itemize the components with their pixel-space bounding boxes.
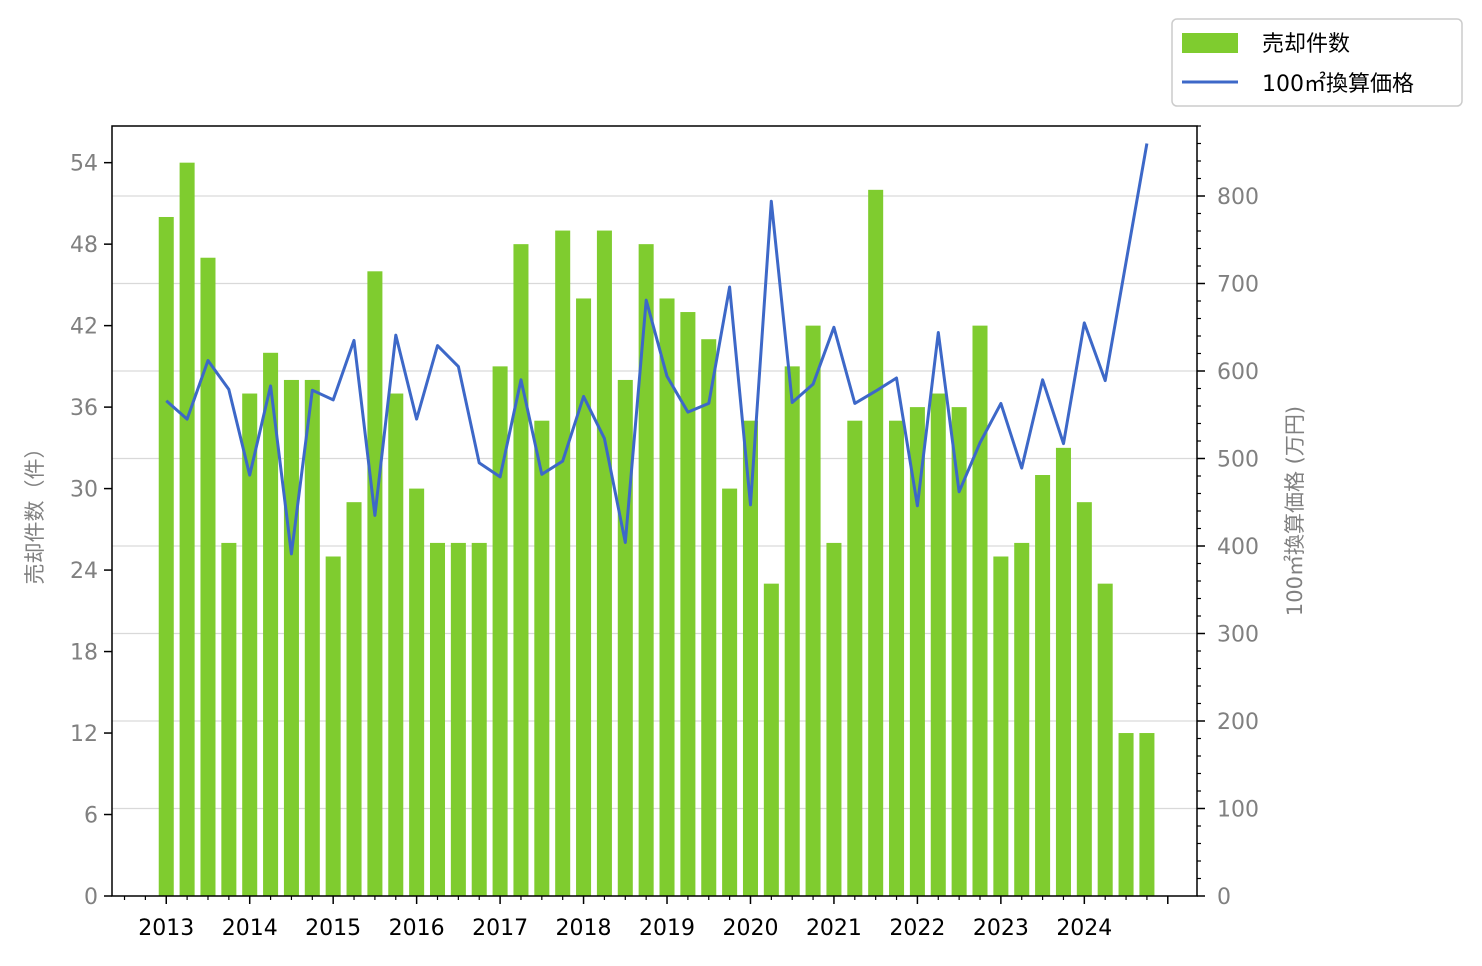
bar xyxy=(388,393,404,896)
bar xyxy=(325,556,341,896)
bar xyxy=(889,420,905,896)
x-tick-label: 2024 xyxy=(1056,916,1112,941)
bar xyxy=(596,230,612,897)
right-tick-label: 300 xyxy=(1217,623,1259,648)
bar xyxy=(429,542,446,896)
price-line xyxy=(165,143,1149,556)
right-axis: 0 100 200 300 400 500 600 700 800 xyxy=(1197,125,1259,910)
x-tick-label: 2019 xyxy=(639,916,695,941)
x-tick-label: 2013 xyxy=(138,916,194,941)
x-tick-label: 2014 xyxy=(222,916,278,941)
bar xyxy=(513,244,529,897)
bar xyxy=(930,393,946,896)
bar xyxy=(763,583,779,896)
bar xyxy=(784,366,800,896)
right-tick-label: 200 xyxy=(1217,710,1259,735)
bar xyxy=(304,379,320,896)
bar xyxy=(972,325,988,896)
x-tick-label: 2021 xyxy=(806,916,862,941)
right-tick-label: 600 xyxy=(1217,360,1259,385)
x-axis: 2013 2014 2015 2016 2017 2018 2019 2020 2021 2022… xyxy=(123,896,1169,941)
left-axis-label: 売却件数（件） xyxy=(23,438,47,585)
right-tick-label: 100 xyxy=(1217,798,1259,823)
left-tick-label: 18 xyxy=(70,641,98,666)
bar xyxy=(659,298,675,897)
bar xyxy=(1055,447,1071,896)
bar xyxy=(951,407,967,896)
bar xyxy=(200,257,216,896)
bar xyxy=(638,244,654,897)
bar xyxy=(263,352,279,896)
left-tick-label: 24 xyxy=(70,559,98,584)
right-tick-label: 400 xyxy=(1217,535,1259,560)
legend: 売却件数 100㎡換算価格 xyxy=(1171,18,1463,107)
bar xyxy=(826,542,842,896)
bar xyxy=(847,420,863,896)
bar xyxy=(722,488,738,896)
left-axis: 0 6 12 18 24 30 36 42 48 54 xyxy=(70,152,112,910)
right-tick-label: 0 xyxy=(1217,885,1231,910)
bar xyxy=(868,189,884,897)
x-tick-label: 2023 xyxy=(973,916,1029,941)
left-tick-label: 42 xyxy=(70,315,98,340)
bar xyxy=(701,339,717,897)
bar xyxy=(409,488,425,896)
bar xyxy=(471,542,487,896)
bar xyxy=(909,407,925,896)
left-tick-label: 54 xyxy=(70,152,98,177)
bar xyxy=(283,379,299,896)
bar xyxy=(993,556,1009,896)
right-tick-label: 700 xyxy=(1217,273,1259,298)
line-series-price xyxy=(165,143,1149,556)
left-tick-label: 6 xyxy=(84,804,98,829)
x-tick-label: 2016 xyxy=(389,916,445,941)
bar xyxy=(242,393,258,896)
left-tick-label: 0 xyxy=(84,885,98,910)
bar xyxy=(221,542,237,896)
bar xyxy=(576,298,592,897)
bar xyxy=(555,230,571,897)
x-tick-label: 2018 xyxy=(556,916,612,941)
legend-label-sales-count: 売却件数 xyxy=(1262,32,1350,57)
bar xyxy=(617,379,633,896)
bar-series-sales-count xyxy=(158,162,1155,897)
legend-box xyxy=(1171,18,1463,107)
right-tick-label: 500 xyxy=(1217,448,1259,473)
left-tick-label: 36 xyxy=(70,396,98,421)
x-tick-label: 2015 xyxy=(305,916,361,941)
left-tick-label: 48 xyxy=(70,233,98,258)
bar xyxy=(680,312,696,896)
bar xyxy=(1076,502,1092,896)
bar xyxy=(805,325,821,896)
right-axis-label: 100㎡換算価格 (万円) xyxy=(1283,406,1307,616)
x-tick-label: 2017 xyxy=(472,916,528,941)
bar xyxy=(1097,583,1113,896)
left-tick-label: 12 xyxy=(70,722,98,747)
right-tick-label: 800 xyxy=(1217,185,1259,210)
bar xyxy=(1035,475,1051,896)
bar xyxy=(1139,733,1155,896)
left-tick-label: 30 xyxy=(70,478,98,503)
bar xyxy=(1118,733,1134,896)
x-tick-label: 2022 xyxy=(889,916,945,941)
bar xyxy=(158,216,174,896)
bar xyxy=(1014,542,1030,896)
x-tick-label: 2020 xyxy=(722,916,778,941)
bar xyxy=(492,366,508,896)
bar xyxy=(450,542,466,896)
bar xyxy=(179,162,195,896)
bar xyxy=(346,502,362,896)
bar xyxy=(367,271,383,896)
legend-label-price: 100㎡換算価格 xyxy=(1262,71,1414,97)
bar xyxy=(742,420,758,896)
legend-swatch-bar xyxy=(1182,33,1238,53)
bar xyxy=(534,420,550,896)
